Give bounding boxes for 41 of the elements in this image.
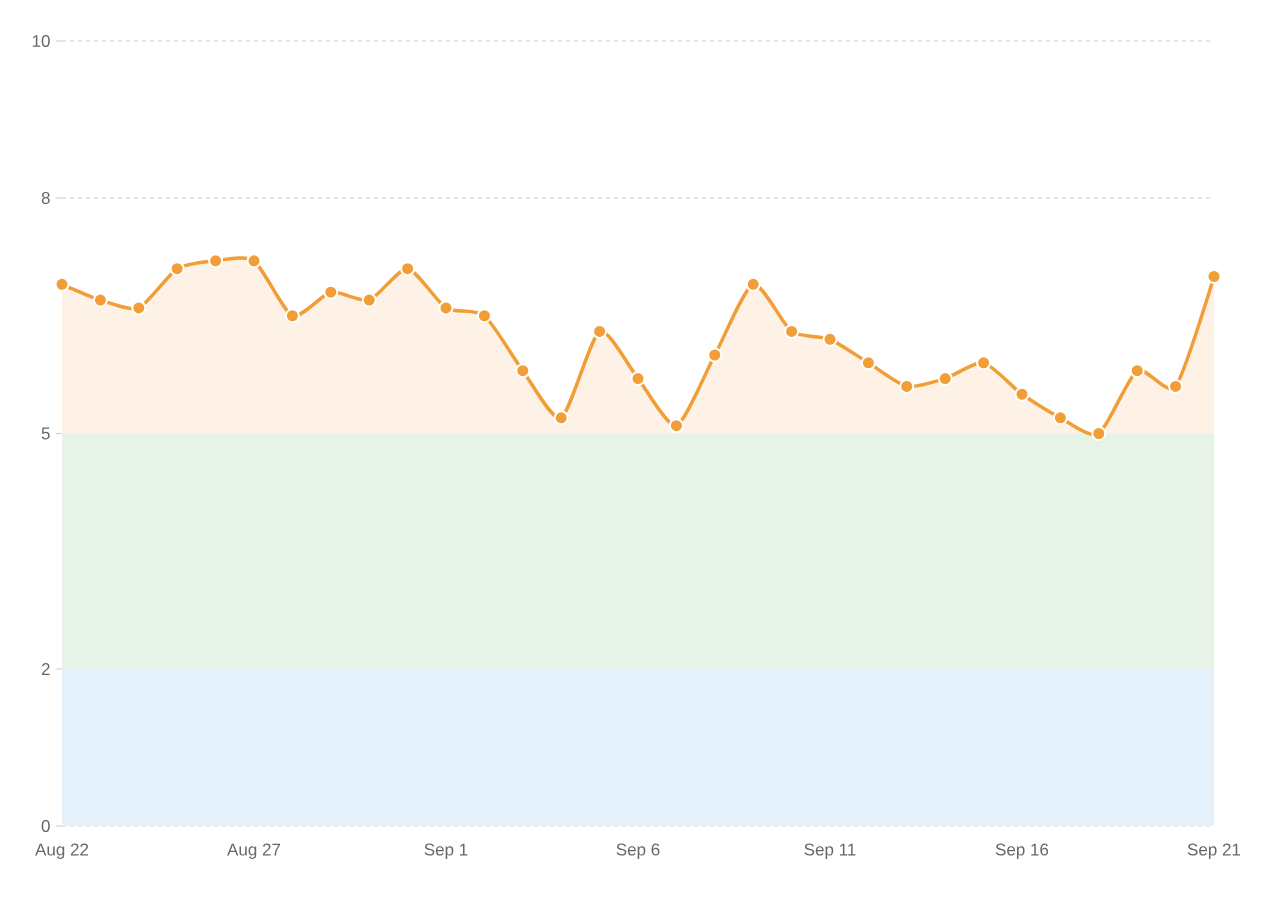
point	[476, 308, 492, 324]
point	[976, 355, 992, 371]
point	[784, 323, 800, 339]
point	[208, 253, 224, 269]
y-tick-label: 10	[32, 34, 50, 48]
point	[284, 308, 300, 324]
point	[937, 371, 953, 387]
x-tick-label: Aug 22	[35, 843, 89, 859]
point	[553, 410, 569, 426]
point	[745, 276, 761, 292]
point	[822, 331, 838, 347]
point	[1052, 410, 1068, 426]
point	[246, 253, 262, 269]
point	[361, 292, 377, 308]
point	[438, 300, 454, 316]
x-tick-label: Sep 16	[995, 843, 1049, 859]
point	[668, 418, 684, 434]
point	[860, 355, 876, 371]
y-tick-label: 0	[41, 819, 50, 833]
x-tick-label: Sep 11	[804, 843, 856, 859]
y-tick-label: 5	[41, 427, 50, 440]
point	[707, 347, 723, 363]
point	[1168, 378, 1184, 394]
point	[54, 276, 70, 292]
point	[92, 292, 108, 308]
point	[1206, 269, 1222, 284]
y-tick-label: 2	[41, 663, 50, 675]
y-tick-label: 8	[41, 191, 50, 205]
point	[169, 261, 185, 277]
x-tick-label: Sep 6	[616, 843, 660, 859]
point	[1014, 386, 1030, 402]
point	[515, 363, 531, 379]
point	[131, 300, 147, 316]
point	[323, 284, 339, 300]
x-tick-label: Sep 21	[1187, 843, 1241, 859]
x-tick-label: Aug 27	[227, 843, 281, 859]
point	[400, 261, 416, 277]
x-tick-label: Sep 1	[424, 843, 468, 859]
point	[1129, 363, 1145, 379]
point	[630, 371, 646, 387]
point	[1091, 426, 1107, 441]
